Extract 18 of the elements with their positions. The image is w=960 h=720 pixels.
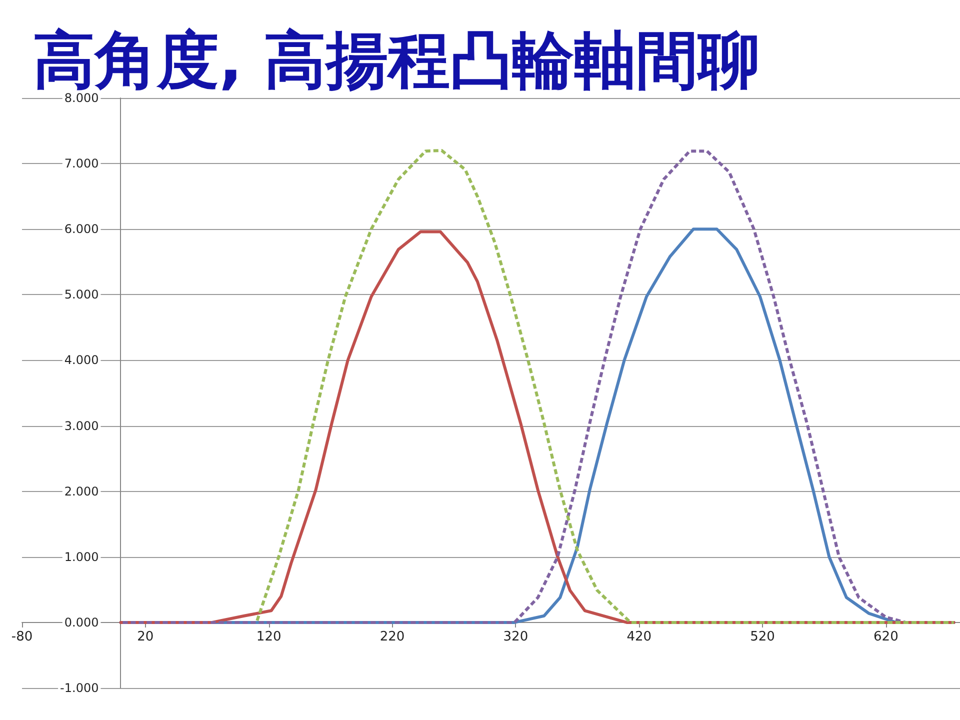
y-tick-label: 2.000 — [64, 484, 99, 498]
x-tick-label: -80 — [11, 629, 33, 644]
x-tick-label: 420 — [626, 629, 652, 644]
y-tick-label: 5.000 — [64, 288, 99, 302]
y-tick-label: 1.000 — [64, 550, 99, 564]
x-tick-label: 120 — [256, 629, 282, 644]
y-tick-label: 4.000 — [64, 353, 99, 368]
y-tick-label: 0.000 — [64, 615, 99, 630]
line-series — [255, 148, 956, 624]
x-tick-label: 620 — [874, 629, 898, 644]
x-tick-label: 220 — [380, 629, 405, 644]
x-tick-label: 520 — [750, 629, 775, 644]
y-tick-label: 3.000 — [64, 418, 99, 433]
y-tick-label: 7.000 — [64, 156, 99, 171]
x-tick-label: 20 — [137, 629, 154, 644]
y-tick-label: 6.000 — [64, 222, 99, 236]
x-tick-label: 320 — [503, 629, 528, 644]
y-tick-label: -1.000 — [60, 681, 99, 695]
